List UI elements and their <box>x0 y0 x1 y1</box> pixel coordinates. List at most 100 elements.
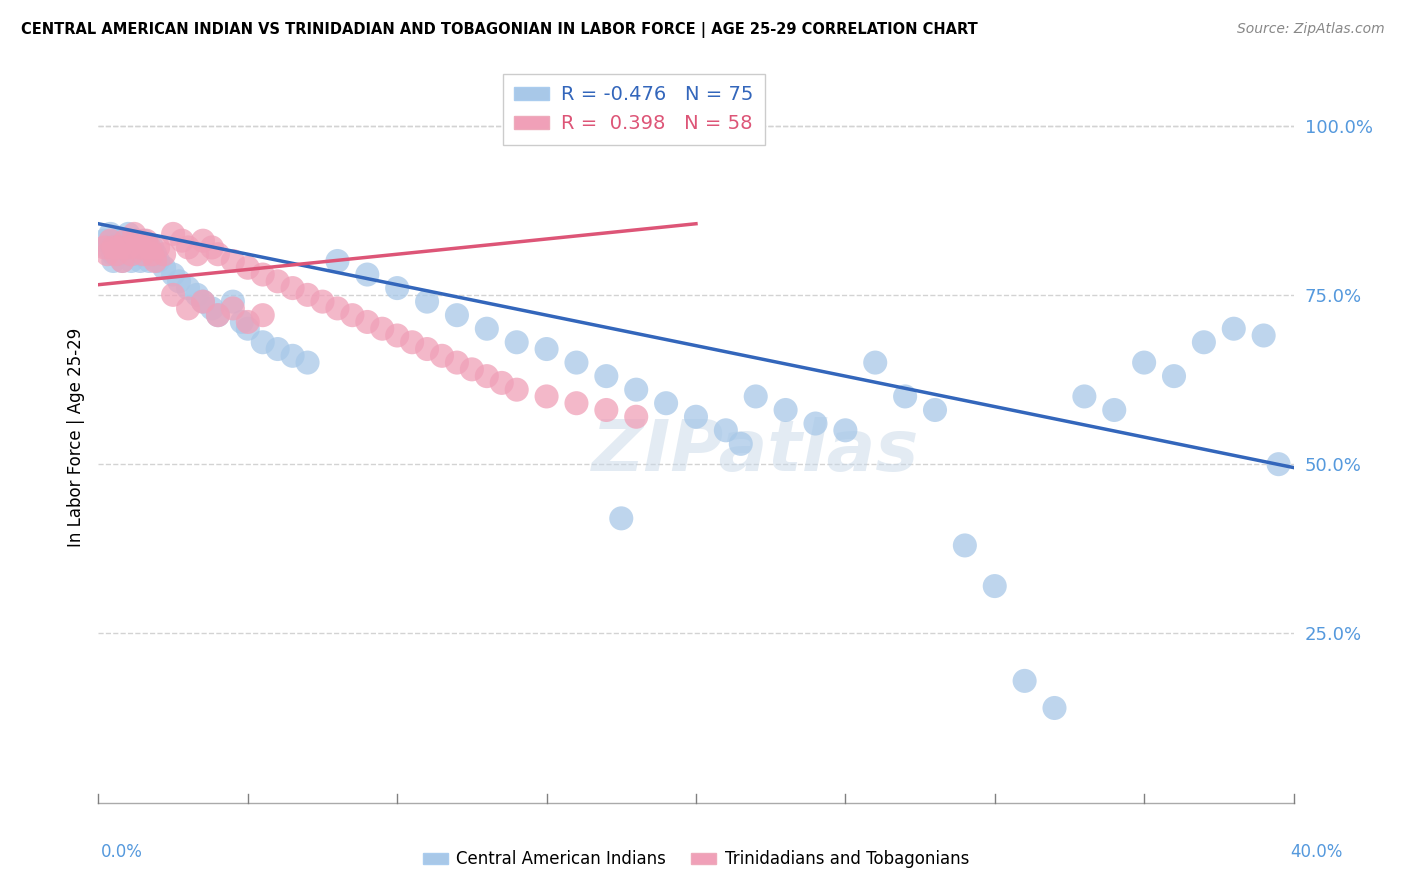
Point <box>1043 701 1066 715</box>
Point <box>685 409 707 424</box>
Point <box>98 227 122 241</box>
Point <box>236 322 259 336</box>
Point <box>326 254 349 268</box>
Point <box>124 240 146 254</box>
Point <box>124 227 146 241</box>
Point <box>129 240 152 254</box>
Point <box>252 308 274 322</box>
Point <box>93 240 115 254</box>
Point <box>595 369 617 384</box>
Point <box>108 247 131 261</box>
Point <box>120 254 142 268</box>
Point <box>236 260 259 275</box>
Point <box>108 240 131 254</box>
Point <box>143 254 166 268</box>
Point <box>401 335 423 350</box>
Point <box>775 403 797 417</box>
Point <box>201 301 224 316</box>
Point <box>953 538 976 552</box>
Point <box>222 254 245 268</box>
Point <box>162 227 184 241</box>
Point <box>236 315 259 329</box>
Point <box>177 240 200 254</box>
Text: 0.0%: 0.0% <box>101 843 143 861</box>
Point <box>804 417 827 431</box>
Point <box>1163 369 1185 384</box>
Point <box>143 247 166 261</box>
Point <box>191 294 214 309</box>
Point <box>93 234 115 248</box>
Point <box>222 294 245 309</box>
Point <box>326 301 349 316</box>
Point <box>267 342 290 356</box>
Point <box>96 240 118 254</box>
Point <box>834 423 856 437</box>
Point <box>222 301 245 316</box>
Point <box>117 227 139 241</box>
Point <box>207 247 229 261</box>
Point <box>127 234 149 248</box>
Point <box>506 335 529 350</box>
Point <box>416 342 439 356</box>
Point <box>108 240 131 254</box>
Point <box>132 240 155 254</box>
Point <box>626 409 648 424</box>
Point <box>1133 355 1156 369</box>
Point <box>267 274 290 288</box>
Point <box>894 389 917 403</box>
Point <box>103 254 125 268</box>
Point <box>135 234 157 248</box>
Point <box>565 355 588 369</box>
Point <box>162 268 184 282</box>
Point <box>1104 403 1126 417</box>
Point <box>730 437 752 451</box>
Point <box>172 234 194 248</box>
Point <box>565 396 588 410</box>
Point <box>153 260 176 275</box>
Point <box>117 247 139 261</box>
Point <box>111 254 134 268</box>
Point <box>714 423 737 437</box>
Text: Source: ZipAtlas.com: Source: ZipAtlas.com <box>1237 22 1385 37</box>
Point <box>281 281 304 295</box>
Point <box>135 247 157 261</box>
Point <box>297 288 319 302</box>
Y-axis label: In Labor Force | Age 25-29: In Labor Force | Age 25-29 <box>66 327 84 547</box>
Point <box>446 308 468 322</box>
Point <box>342 308 364 322</box>
Point <box>461 362 484 376</box>
Point <box>311 294 333 309</box>
Point <box>536 389 558 403</box>
Point <box>98 234 122 248</box>
Text: CENTRAL AMERICAN INDIAN VS TRINIDADIAN AND TOBAGONIAN IN LABOR FORCE | AGE 25-29: CENTRAL AMERICAN INDIAN VS TRINIDADIAN A… <box>21 22 977 38</box>
Point <box>281 349 304 363</box>
Point <box>186 247 208 261</box>
Point <box>141 247 163 261</box>
Point <box>117 240 139 254</box>
Point <box>148 240 170 254</box>
Point <box>111 234 134 248</box>
Point <box>536 342 558 356</box>
Point <box>207 308 229 322</box>
Point <box>356 268 378 282</box>
Point <box>129 254 152 268</box>
Point <box>127 247 149 261</box>
Point <box>132 234 155 248</box>
Point <box>167 274 190 288</box>
Point <box>385 328 409 343</box>
Point <box>385 281 409 295</box>
Point <box>655 396 678 410</box>
Point <box>595 403 617 417</box>
Point <box>114 240 136 254</box>
Point <box>1192 335 1215 350</box>
Point <box>506 383 529 397</box>
Point <box>105 234 128 248</box>
Point <box>186 288 208 302</box>
Point <box>430 349 453 363</box>
Point <box>96 247 118 261</box>
Point <box>103 240 125 254</box>
Point <box>475 322 498 336</box>
Point <box>1253 328 1275 343</box>
Legend: Central American Indians, Trinidadians and Tobagonians: Central American Indians, Trinidadians a… <box>416 844 976 875</box>
Point <box>371 322 394 336</box>
